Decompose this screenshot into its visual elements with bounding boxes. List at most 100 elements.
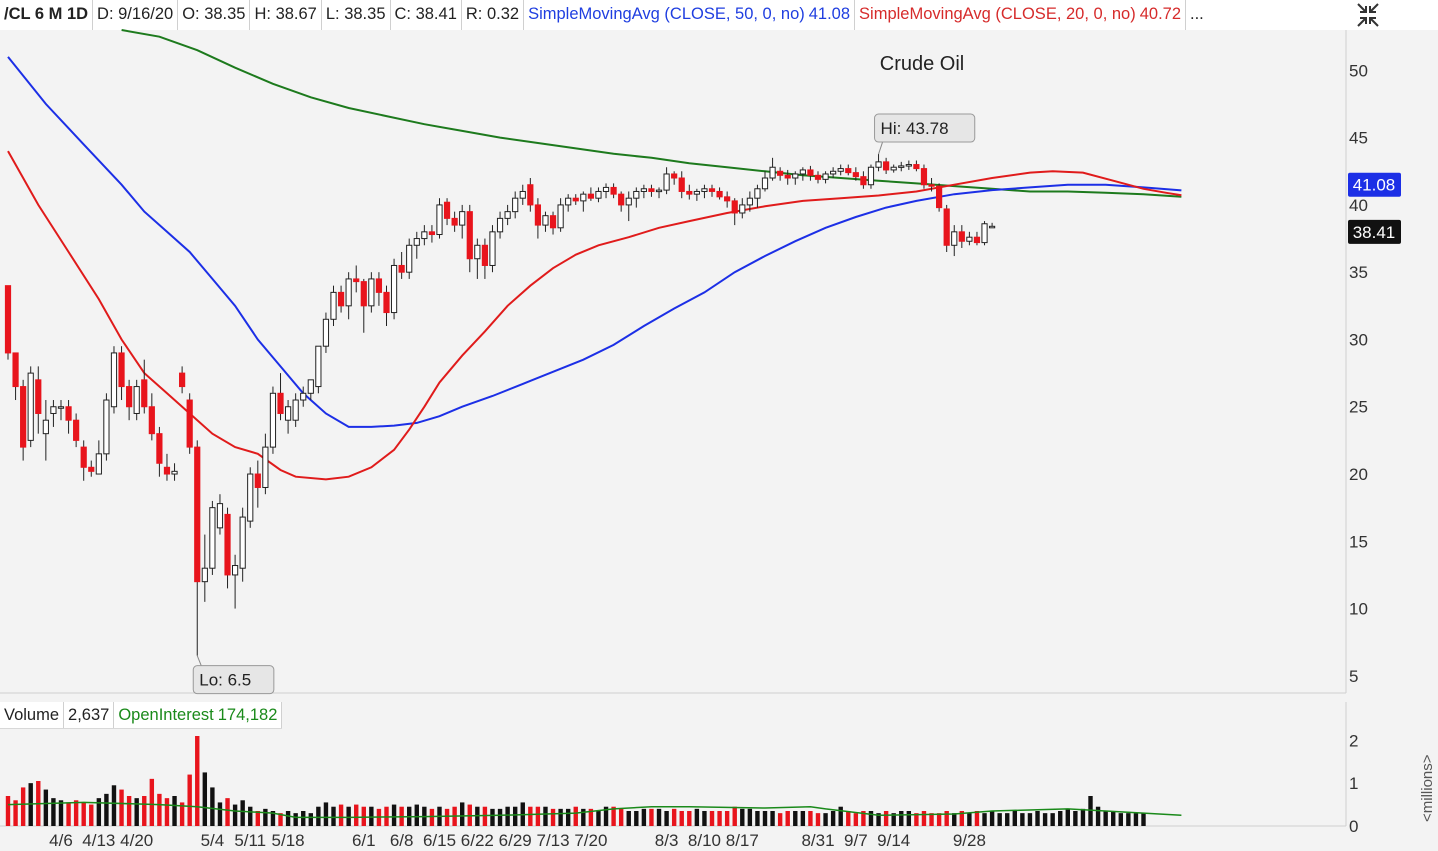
candle-body-down bbox=[852, 172, 859, 178]
candle-body-down bbox=[383, 291, 390, 314]
candle bbox=[406, 238, 413, 279]
x-tick-label: 4/6 bbox=[49, 831, 73, 850]
volume-bar bbox=[717, 811, 722, 826]
candle bbox=[883, 157, 890, 174]
x-tick-label: 6/15 bbox=[423, 831, 456, 850]
symbol-label[interactable]: /CL 6 M 1D bbox=[0, 0, 94, 30]
candle-body-down bbox=[678, 177, 685, 192]
candle-body-down bbox=[671, 173, 678, 179]
last-price-badge-text: 38.41 bbox=[1353, 223, 1396, 242]
candle-body-down bbox=[928, 184, 935, 187]
volume-bar bbox=[1103, 811, 1108, 826]
candle-body-down bbox=[572, 197, 579, 202]
candle-body-up bbox=[580, 193, 587, 202]
sma50-badge: 41.08 bbox=[1348, 172, 1401, 197]
sma50-study-label[interactable]: SimpleMovingAvg (CLOSE, 50, 0, no) bbox=[528, 5, 805, 23]
candle-body-down bbox=[186, 399, 193, 448]
candle bbox=[807, 165, 814, 181]
candle-body-down bbox=[731, 200, 738, 214]
candle bbox=[534, 198, 541, 239]
collapse-icon[interactable] bbox=[1346, 0, 1438, 30]
candle-body-down bbox=[156, 433, 163, 464]
candle bbox=[671, 171, 678, 185]
sma50-badge-box bbox=[1348, 172, 1401, 197]
volume-bar bbox=[89, 804, 94, 826]
open-interest-label[interactable]: OpenInterest bbox=[118, 706, 214, 724]
candle-body-up bbox=[989, 225, 996, 229]
candle bbox=[284, 400, 292, 434]
candle bbox=[678, 171, 685, 199]
volume-tick-label: 1 bbox=[1349, 774, 1358, 793]
volume-bar bbox=[899, 811, 904, 826]
candle bbox=[307, 379, 314, 401]
volume-bar bbox=[929, 813, 934, 826]
x-tick-label: 6/22 bbox=[461, 831, 494, 850]
volume-bar bbox=[611, 806, 616, 826]
candle-body-down bbox=[860, 176, 867, 186]
candle-body-up bbox=[754, 188, 761, 199]
volume-bar bbox=[142, 796, 147, 826]
candle bbox=[830, 167, 837, 179]
candle bbox=[337, 285, 345, 313]
volume-bar bbox=[66, 802, 71, 826]
volume-bar bbox=[997, 813, 1002, 826]
candle-body-up bbox=[57, 406, 65, 409]
volume-bar bbox=[217, 802, 223, 826]
y-tick-label: 30 bbox=[1349, 330, 1368, 349]
low-label: L: 38.35 bbox=[322, 0, 391, 30]
candle-body-up bbox=[512, 197, 519, 213]
volume-bar bbox=[671, 808, 677, 826]
volume-bar bbox=[20, 787, 26, 826]
candle-body-up bbox=[663, 173, 670, 191]
candle-body-down bbox=[398, 264, 405, 273]
volume-bar bbox=[1027, 813, 1033, 826]
volume-label[interactable]: Volume bbox=[0, 702, 65, 728]
candle-body-down bbox=[936, 185, 943, 209]
x-tick-label: 8/31 bbox=[801, 831, 834, 850]
candle-body-up bbox=[459, 211, 466, 226]
candle-body-up bbox=[799, 169, 806, 175]
candle-body-down bbox=[194, 446, 201, 583]
candle-body-down bbox=[845, 168, 852, 174]
volume-bar bbox=[694, 808, 700, 826]
volume-bar bbox=[618, 808, 624, 826]
candle bbox=[784, 169, 791, 185]
more-studies-button[interactable]: ... bbox=[1190, 5, 1204, 23]
candle bbox=[799, 167, 806, 181]
volume-bar bbox=[505, 806, 510, 826]
candle bbox=[474, 238, 481, 279]
volume-header: Volume 2,637 OpenInterest 174,182 bbox=[0, 702, 283, 729]
volume-bar bbox=[634, 811, 639, 826]
high-annotation-leader bbox=[878, 141, 884, 155]
candle bbox=[852, 167, 859, 181]
candle bbox=[754, 184, 761, 208]
sma20-study-label[interactable]: SimpleMovingAvg (CLOSE, 20, 0, no) bbox=[859, 5, 1136, 23]
candle bbox=[443, 198, 451, 226]
candle bbox=[398, 252, 405, 279]
volume-bar bbox=[301, 811, 306, 826]
volume-bar bbox=[982, 813, 987, 826]
volume-bar bbox=[883, 811, 889, 826]
candle bbox=[451, 211, 458, 232]
volume-bar bbox=[338, 804, 344, 826]
candle bbox=[966, 231, 973, 246]
candle-body-up bbox=[232, 565, 239, 576]
candle-body-up bbox=[489, 231, 496, 266]
volume-bar bbox=[187, 774, 192, 826]
candle bbox=[126, 379, 133, 421]
y-tick-label: 45 bbox=[1349, 129, 1368, 148]
candle bbox=[845, 164, 852, 176]
volume-bar bbox=[1080, 808, 1086, 826]
candle bbox=[602, 183, 610, 199]
volume-bar bbox=[497, 808, 503, 826]
candle bbox=[549, 211, 557, 235]
volume-bar bbox=[732, 806, 737, 826]
candle-body-up bbox=[247, 473, 254, 522]
last-price-badge-box bbox=[1348, 219, 1401, 244]
candle bbox=[928, 178, 935, 192]
candle-body-down bbox=[708, 188, 716, 192]
candle bbox=[194, 440, 201, 656]
candle-body-up bbox=[822, 173, 829, 180]
high-annotation-text: Hi: 43.78 bbox=[881, 119, 949, 138]
